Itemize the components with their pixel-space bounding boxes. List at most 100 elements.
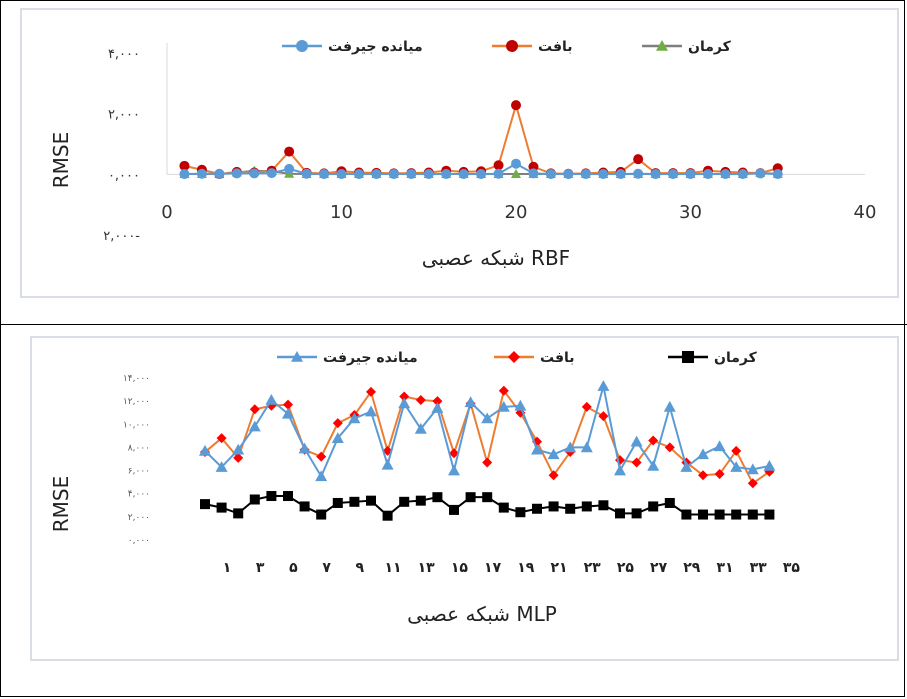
- data-point-s0-1: [200, 499, 210, 510]
- x-tick-label: 0: [161, 202, 172, 223]
- y-axis-title: RMSE: [49, 132, 73, 188]
- data-point-s2-5: [265, 393, 278, 405]
- data-point-s0-13: [399, 496, 410, 507]
- data-point-s2-21: [528, 168, 539, 179]
- x-tick-label: ۲۳: [584, 560, 602, 576]
- y-tick-label: ۲,۰۰۰: [128, 513, 150, 523]
- data-point-s2-22: [547, 448, 560, 460]
- x-tick-label: ۲۵: [617, 560, 635, 576]
- data-point-s1-29: [664, 442, 675, 453]
- data-point-s1-19: [493, 160, 504, 171]
- data-point-s0-18: [482, 492, 493, 503]
- data-point-s2-28: [647, 459, 660, 471]
- data-point-s2-2: [215, 461, 228, 472]
- data-point-s1-34: [747, 478, 758, 489]
- data-point-s2-33: [730, 461, 743, 472]
- data-point-s0-32: [714, 509, 725, 520]
- data-point-s1-22: [548, 470, 559, 481]
- data-point-s1-1: [179, 160, 190, 171]
- data-point-s2-10: [336, 169, 347, 180]
- data-point-s0-31: [698, 509, 708, 520]
- data-point-s2-4: [248, 420, 261, 432]
- x-tick-label: 10: [330, 202, 353, 223]
- legend-swatch-marker: [296, 40, 308, 52]
- data-point-s2-11: [353, 169, 364, 180]
- y-tick-label: ۲,۰۰۰-: [103, 229, 140, 244]
- data-point-s2-15: [423, 169, 434, 180]
- legend-label: میانده جیرفت: [328, 39, 423, 55]
- legend-label: بافت: [538, 39, 573, 55]
- data-point-s2-5: [249, 168, 260, 179]
- data-point-s1-15: [432, 396, 443, 407]
- data-point-s0-25: [598, 500, 609, 511]
- y-tick-label: ۲,۰۰۰: [108, 108, 140, 123]
- data-point-s0-24: [581, 501, 592, 512]
- legend-swatch-marker: [682, 351, 694, 363]
- data-point-s2-23: [563, 169, 574, 180]
- data-point-s0-23: [565, 503, 576, 514]
- data-point-s2-34: [755, 168, 766, 179]
- x-tick-label: ۱۳: [418, 560, 436, 576]
- data-point-s0-28: [648, 501, 659, 512]
- data-point-s0-20: [511, 169, 521, 179]
- data-point-s2-17: [464, 396, 477, 408]
- data-point-s2-16: [441, 169, 452, 180]
- data-point-s1-9: [332, 418, 343, 429]
- data-point-s0-34: [747, 509, 758, 520]
- data-point-s2-18: [476, 169, 487, 180]
- x-tick-label: ۱۹: [517, 560, 535, 576]
- data-point-s1-18: [482, 457, 493, 468]
- data-point-s1-27: [633, 154, 644, 165]
- x-axis-title: شبکه عصبی RBF: [422, 246, 570, 270]
- y-axis-title: RMSE: [49, 476, 73, 532]
- data-point-s1-20: [511, 100, 521, 111]
- data-point-s2-1: [179, 169, 190, 180]
- y-tick-label: ۰,۰۰۰: [108, 168, 140, 183]
- data-point-s1-33: [731, 445, 742, 456]
- data-point-s2-19: [497, 400, 510, 412]
- data-point-s0-12: [382, 510, 393, 521]
- data-point-s0-19: [498, 502, 509, 513]
- data-point-s2-30: [680, 461, 693, 472]
- legend-swatch-marker: [656, 40, 668, 51]
- data-point-s1-13: [399, 391, 410, 402]
- data-point-s0-10: [349, 496, 360, 507]
- data-point-s0-3: [233, 508, 244, 519]
- data-point-s2-28: [650, 169, 661, 180]
- data-point-s0-5: [266, 491, 277, 502]
- data-point-s2-24: [580, 169, 591, 180]
- y-tick-label: ۶,۰۰۰: [128, 467, 150, 477]
- y-tick-label: ۱۲,۰۰۰: [123, 397, 150, 407]
- data-point-s1-14: [415, 394, 426, 405]
- x-tick-label: ۳۳: [750, 560, 768, 576]
- data-point-s2-14: [414, 422, 427, 434]
- x-tick-label: ۱۵: [451, 560, 469, 576]
- data-point-s2-9: [319, 169, 330, 180]
- data-point-s0-16: [449, 504, 459, 515]
- x-tick-label: ۲۹: [683, 560, 701, 576]
- x-tick-label: 30: [679, 202, 702, 223]
- x-tick-label: ۳۵: [783, 560, 801, 576]
- figure-divider: [0, 324, 907, 325]
- data-point-s2-27: [633, 168, 644, 179]
- data-point-s1-7: [284, 146, 295, 157]
- data-point-s2-26: [615, 169, 626, 180]
- data-point-s0-33: [731, 509, 742, 520]
- data-point-s1-8: [316, 451, 327, 462]
- legend-swatch-marker: [291, 351, 303, 362]
- data-point-s0-17: [465, 492, 476, 503]
- x-axis-title: شبکه عصبی MLP: [407, 602, 557, 626]
- x-tick-label: 20: [505, 202, 528, 223]
- data-point-s2-17: [458, 169, 469, 180]
- data-point-s1-27: [631, 457, 642, 468]
- data-point-s1-24: [581, 401, 592, 412]
- x-tick-label: ۵: [289, 560, 298, 576]
- data-point-s2-9: [331, 432, 344, 443]
- data-point-s0-14: [415, 495, 426, 506]
- data-point-s0-8: [316, 509, 327, 520]
- data-point-s2-32: [720, 169, 731, 180]
- data-point-s0-7: [299, 501, 310, 512]
- data-point-s2-18: [481, 412, 494, 424]
- data-point-s2-13: [388, 169, 399, 180]
- data-point-s2-8: [301, 168, 312, 179]
